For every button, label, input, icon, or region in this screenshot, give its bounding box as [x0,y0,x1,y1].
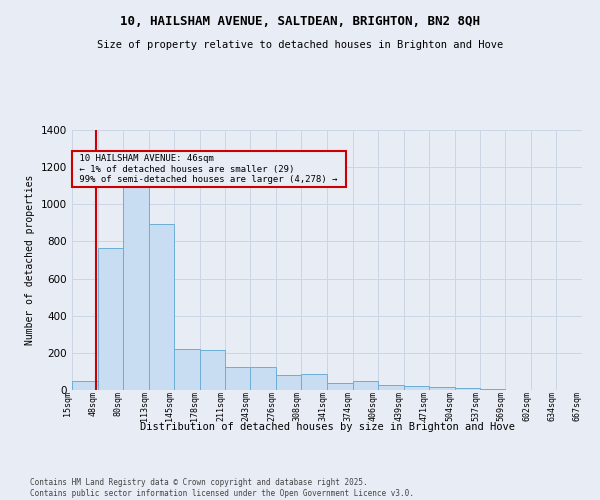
Bar [72,380,98,390]
Bar [378,386,404,390]
Bar [199,350,226,390]
Text: Distribution of detached houses by size in Brighton and Hove: Distribution of detached houses by size … [139,422,515,432]
Bar [455,388,481,390]
Bar [404,386,428,390]
Text: 10 HAILSHAM AVENUE: 46sqm
 ← 1% of detached houses are smaller (29)
 99% of semi: 10 HAILSHAM AVENUE: 46sqm ← 1% of detach… [74,154,343,184]
Bar [123,186,149,390]
Bar [428,387,455,390]
Text: Contains HM Land Registry data © Crown copyright and database right 2025.
Contai: Contains HM Land Registry data © Crown c… [30,478,414,498]
Bar [481,389,505,390]
Bar [353,380,378,390]
Text: 10, HAILSHAM AVENUE, SALTDEAN, BRIGHTON, BN2 8QH: 10, HAILSHAM AVENUE, SALTDEAN, BRIGHTON,… [120,15,480,28]
Bar [276,375,301,390]
Y-axis label: Number of detached properties: Number of detached properties [25,175,35,345]
Bar [98,248,123,390]
Bar [173,349,199,390]
Bar [327,382,353,390]
Text: Size of property relative to detached houses in Brighton and Hove: Size of property relative to detached ho… [97,40,503,50]
Bar [149,224,173,390]
Bar [250,367,276,390]
Bar [301,374,327,390]
Bar [226,367,250,390]
